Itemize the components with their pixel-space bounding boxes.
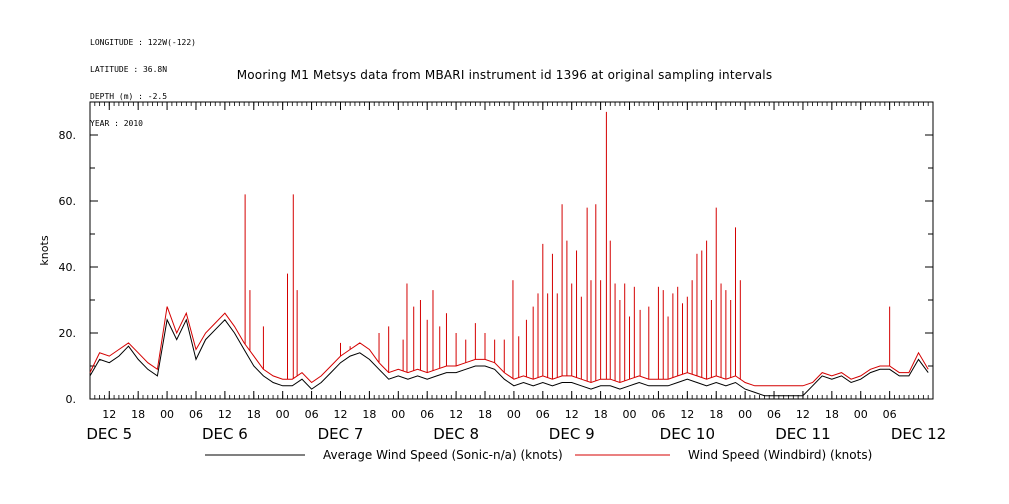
x-tick-label: 12 xyxy=(333,408,347,421)
y-tick-label: 40. xyxy=(59,261,77,274)
legend-label-average: Average Wind Speed (Sonic-n/a) (knots) xyxy=(323,448,563,462)
x-tick-label: 12 xyxy=(680,408,694,421)
y-tick-label: 0. xyxy=(66,393,77,406)
x-tick-label: 12 xyxy=(102,408,116,421)
x-tick-label: 12 xyxy=(218,408,232,421)
y-axis-label: knots xyxy=(38,235,51,265)
x-day-label: DEC 6 xyxy=(202,425,248,443)
x-tick-label: 12 xyxy=(796,408,810,421)
x-tick-label: 18 xyxy=(594,408,608,421)
x-tick-label: 18 xyxy=(825,408,839,421)
depth-label: DEPTH (m) : -2.5 xyxy=(90,92,168,101)
y-tick-label: 80. xyxy=(59,129,77,142)
x-tick-label: 06 xyxy=(536,408,550,421)
station-metadata: LONGITUDE : 122W(-122) LATITUDE : 36.8N … xyxy=(90,20,196,137)
series-average-wind-speed xyxy=(89,318,929,397)
plot-border xyxy=(89,101,934,400)
x-tick-label: 00 xyxy=(623,408,637,421)
x-tick-label: 06 xyxy=(651,408,665,421)
x-tick-label: 00 xyxy=(738,408,752,421)
longitude-label: LONGITUDE : 122W(-122) xyxy=(90,38,196,47)
x-tick-label: 12 xyxy=(449,408,463,421)
x-tick-label: 00 xyxy=(160,408,174,421)
x-tick-label: 12 xyxy=(565,408,579,421)
y-tick-label: 20. xyxy=(59,327,77,340)
chart-title: Mooring M1 Metsys data from MBARI instru… xyxy=(236,68,773,82)
x-tick-label: 00 xyxy=(276,408,290,421)
x-day-label: DEC 11 xyxy=(775,425,830,443)
series-layer xyxy=(89,111,929,397)
x-tick-label: 06 xyxy=(883,408,897,421)
x-day-label: DEC 9 xyxy=(549,425,595,443)
y-tick-label: 60. xyxy=(59,195,77,208)
x-tick-label: 18 xyxy=(131,408,145,421)
x-tick-label: 18 xyxy=(247,408,261,421)
x-tick-label: 06 xyxy=(189,408,203,421)
year-label: YEAR : 2010 xyxy=(90,119,143,128)
series-windbird-wind-speed xyxy=(89,306,929,387)
x-tick-label: 18 xyxy=(478,408,492,421)
x-tick-label: 18 xyxy=(709,408,723,421)
axis-ticks xyxy=(89,101,934,400)
x-tick-label: 00 xyxy=(854,408,868,421)
plot-frame xyxy=(89,101,934,400)
x-day-label: DEC 12 xyxy=(891,425,946,443)
x-tick-label: 06 xyxy=(305,408,319,421)
x-tick-label: 06 xyxy=(767,408,781,421)
x-tick-label: 00 xyxy=(507,408,521,421)
legend: Average Wind Speed (Sonic-n/a) (knots) Wi… xyxy=(205,448,872,462)
x-day-label: DEC 5 xyxy=(86,425,132,443)
legend-label-windbird: Wind Speed (Windbird) (knots) xyxy=(688,448,872,462)
latitude-label: LATITUDE : 36.8N xyxy=(90,65,168,74)
x-day-label: DEC 7 xyxy=(318,425,364,443)
x-day-label: DEC 8 xyxy=(433,425,479,443)
axis-labels: 0. 20. 40. 60. 80. knots 12 18 00 06 12 18 00 06 12 18 0… xyxy=(38,129,946,443)
x-tick-label: 06 xyxy=(420,408,434,421)
x-day-label: DEC 10 xyxy=(660,425,715,443)
x-tick-label: 18 xyxy=(362,408,376,421)
x-tick-label: 00 xyxy=(391,408,405,421)
